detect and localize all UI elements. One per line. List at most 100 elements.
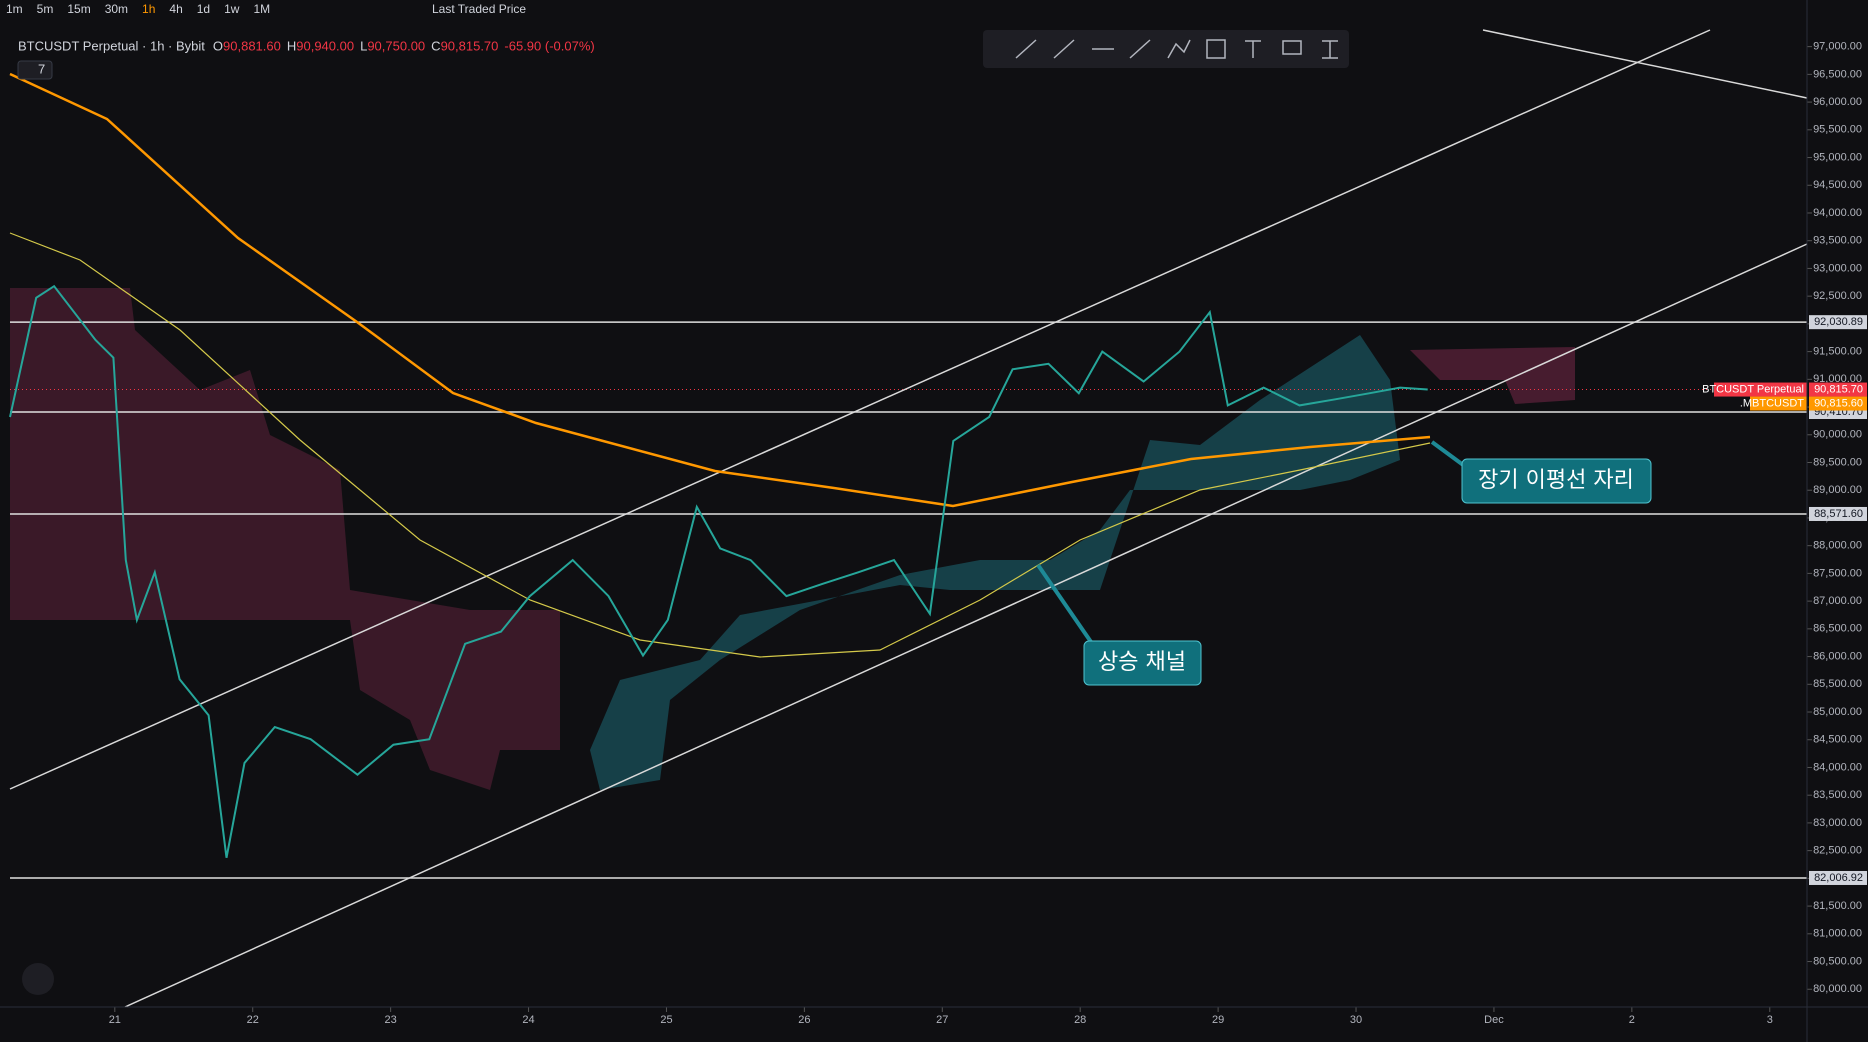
level-label-box: [1809, 506, 1867, 521]
cloud: [1410, 347, 1575, 404]
interval-button[interactable]: 1d: [197, 2, 210, 16]
x-tick-label: 26: [798, 1014, 810, 1026]
ohlc-key: H: [287, 38, 296, 53]
tool-note[interactable]: [1282, 40, 1302, 55]
y-tick-label: 84,500.00: [1813, 734, 1862, 746]
interval-button[interactable]: 30m: [105, 2, 128, 16]
top-toolbar: 1m 5m 15m 30m 1h 4h 1d 1w 1M Last Traded Price: [6, 2, 526, 16]
interval-button[interactable]: 1M: [253, 2, 270, 16]
x-tick-label: 24: [522, 1014, 534, 1026]
y-tick-label: 96,000.00: [1813, 96, 1862, 108]
x-tick-label: 29: [1212, 1014, 1224, 1026]
y-tick-label: 85,000.00: [1813, 706, 1862, 718]
y-tick-label: 80,000.00: [1813, 983, 1862, 995]
price-name-box: [1714, 382, 1807, 397]
interval-button[interactable]: 1h: [142, 2, 155, 16]
y-tick-label: 89,000.00: [1813, 484, 1862, 496]
y-tick-label: 93,000.00: [1813, 262, 1862, 274]
ohlc-value: 90,815.70: [441, 38, 499, 53]
interval-button[interactable]: 4h: [169, 2, 182, 16]
annotation-box: [1461, 458, 1652, 504]
tool-path[interactable]: [1167, 39, 1191, 59]
y-tick-label: 86,500.00: [1813, 623, 1862, 635]
plot: [9, 284, 1428, 858]
moving-average: [9, 72, 1431, 508]
price-value: 90,815.60: [1814, 397, 1863, 409]
ohlc-value: 90,940.00: [296, 38, 354, 53]
moving-average: [9, 232, 1431, 658]
x-tick-label: 2: [1629, 1014, 1635, 1026]
x-tick-label: 28: [1074, 1014, 1086, 1026]
x-tick-label: 25: [660, 1014, 672, 1026]
y-tick-label: 83,500.00: [1813, 789, 1862, 801]
y-tick-label: 85,500.00: [1813, 678, 1862, 690]
level-label: 82,006.92: [1814, 872, 1863, 884]
x-tick-label: 3: [1767, 1014, 1773, 1026]
drawing-toolbar: [983, 30, 1349, 68]
price-source[interactable]: Last Traded Price: [432, 2, 526, 16]
y-tick-label: 89,500.00: [1813, 456, 1862, 468]
change: -65.90 (-0.07%): [504, 38, 594, 53]
ohlc-value: 90,750.00: [367, 38, 425, 53]
price-value-box: [1809, 396, 1867, 411]
y-tick-label: 82,500.00: [1813, 845, 1862, 857]
price-name: .MBTCUSDT: [1740, 397, 1804, 409]
y-tick-label: 81,500.00: [1813, 900, 1862, 912]
x-tick-label: 21: [109, 1014, 121, 1026]
ohlc-value: 90,881.60: [223, 38, 281, 53]
tool-ray[interactable]: [1053, 39, 1075, 59]
level-label: 92,030.89: [1814, 316, 1863, 328]
tool-line[interactable]: [1015, 39, 1037, 59]
logo[interactable]: [22, 963, 54, 995]
indicator-count: 7: [38, 61, 45, 76]
level-label-box: [1809, 870, 1867, 885]
y-tick-label: 87,000.00: [1813, 595, 1862, 607]
level-label-box: [1809, 315, 1867, 330]
y-tick-label: 95,000.00: [1813, 151, 1862, 163]
y-tick-label: 92,500.00: [1813, 290, 1862, 302]
price-value: 90,815.70: [1814, 383, 1863, 395]
annotation-pointer: [1036, 563, 1102, 657]
tool-measure[interactable]: [1322, 40, 1338, 59]
y-tick-label: 88,000.00: [1813, 540, 1862, 552]
cloud: [10, 288, 560, 790]
x-tick-label: 30: [1350, 1014, 1362, 1026]
cloud: [590, 335, 1400, 790]
y-tick-label: 81,000.00: [1813, 928, 1862, 940]
x-tick-label: 23: [385, 1014, 397, 1026]
x-tick-label: 22: [247, 1014, 259, 1026]
y-tick-label: 87,500.00: [1813, 567, 1862, 579]
y-tick-label: 83,000.00: [1813, 817, 1862, 829]
level-label: 88,571.60: [1814, 508, 1863, 520]
channel-lower: [124, 243, 1808, 1008]
y-tick-label: 97,000.00: [1813, 41, 1862, 53]
channel-upper: [9, 29, 1711, 790]
y-tick-label: 94,000.00: [1813, 207, 1862, 219]
ohlc-key: C: [431, 38, 440, 53]
interval-button[interactable]: 15m: [67, 2, 90, 16]
annotation: 상승 채널: [1098, 650, 1186, 675]
tool-rect[interactable]: [1206, 39, 1226, 59]
y-tick-label: 90,000.00: [1813, 429, 1862, 441]
trendline: [1482, 29, 1808, 99]
price-line: [9, 284, 1428, 858]
indicators-toggle[interactable]: [17, 60, 53, 80]
tool-text[interactable]: [1245, 40, 1261, 58]
y-tick-label: 93,500.00: [1813, 235, 1862, 247]
price-value-box: [1809, 382, 1867, 397]
tool-channel[interactable]: [1129, 39, 1151, 59]
symbol: BTCUSDT Perpetual · 1h · Bybit: [18, 38, 205, 53]
x-tick-label: 27: [936, 1014, 948, 1026]
ohlc-key: O: [213, 38, 223, 53]
y-tick-label: 91,000.00: [1813, 373, 1862, 385]
y-tick-label: 94,500.00: [1813, 179, 1862, 191]
x-tick-label: Dec: [1484, 1014, 1504, 1026]
annotation: 장기 이평선 자리: [1478, 468, 1634, 493]
price-name: BTCUSDT Perpetual: [1702, 383, 1804, 395]
annotation-box: [1083, 640, 1202, 686]
interval-button[interactable]: 1w: [224, 2, 240, 16]
interval-button[interactable]: 5m: [37, 2, 54, 16]
interval-button[interactable]: 1m: [6, 2, 23, 16]
